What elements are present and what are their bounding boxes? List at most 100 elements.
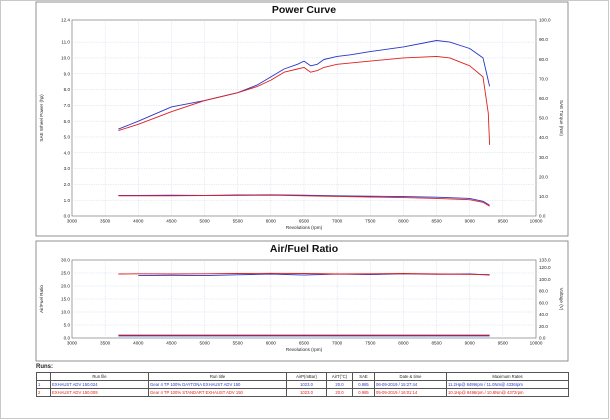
chart-1-y2-tick-label: 0.0 [539,336,546,341]
chart-1-y-tick-label: 0.0 [64,336,71,341]
chart-1-y-tick-label: 15.0 [61,297,70,302]
air-fuel-ratio-chart: Air/Fuel Ratio 3000 3500 4000 4500 5000 5500 60… [35,240,569,362]
runs-header-run-file: Run file [50,372,149,381]
runs-header-run-title: Run title [148,372,287,381]
chart-0-x-tick-label: 7000 [332,219,343,224]
chart-1-y-tick-label: 30.0 [61,258,70,263]
chart-0-x-tick-label: 3500 [100,219,111,224]
chart-0-x-tick-label: 3000 [67,219,78,224]
chart-0-y-tick-label: 11.0 [61,40,70,45]
chart-1-y-tick-label: 25.0 [61,271,70,276]
chart-1-x-tick-label: 10000 [530,341,543,346]
chart-1-y2-tick-label: 60.0 [539,300,548,305]
chart-0-y2-tick-label: 20.0 [539,174,548,179]
chart-0-y-tick-label: 0.0 [64,214,71,219]
runs-header-air-temp: AirT(°C) [326,372,353,381]
runs-header-row: Run file Run title AirP(mBar) AirT(°C) S… [36,372,569,381]
chart-1-title: Air/Fuel Ratio [270,243,338,255]
chart-0-y2-tick-label: 10.0 [539,194,548,199]
chart-1-y2-tick-label: 133.0 [539,258,551,263]
chart-0-y2-tick-label: 50.0 [539,116,548,121]
table-row[interactable]: 1 EXHAUST ADV 150.024 Gear 4 TP 100% DAY… [36,380,569,389]
chart-0-x-tick-label: 6000 [266,219,277,224]
chart-0-x-tick-label: 8000 [398,219,409,224]
runs-table: Run file Run title AirP(mBar) AirT(°C) S… [36,372,569,397]
chart-0-x-tick-label: 9000 [465,219,476,224]
run-air-temp: 20.0 [326,380,353,389]
chart-0-y-tick-label: 4.0 [64,150,71,155]
run-max-rates: 10.1Hp@ 8496rpm / 10.8Nm@ 4372rpm [446,388,569,397]
chart-1-x-tick-label: 5000 [199,341,210,346]
chart-0-y2-axis-label: SAE Torque (Nm) [559,100,564,136]
chart-1-series-1-line [118,272,490,276]
run-air-pressure: 1023.0 [286,388,327,397]
chart-0-y-tick-label: 5.0 [64,135,71,140]
chart-1-y2-tick-label: 100.0 [539,277,551,282]
run-air-pressure: 1023.0 [286,380,327,389]
chart-0-title: Power Curve [272,4,336,16]
chart-0-y2-tick-label: 70.0 [539,76,548,81]
chart-0-y-tick-label: 2.0 [64,182,71,187]
run-index: 2 [36,388,51,397]
chart-0-x-tick-label: 10000 [530,219,543,224]
chart-0-y-axis-label: SAE Wheel Power (hp) [39,94,44,142]
chart-1-x-tick-label: 7000 [332,341,343,346]
chart-1-y-tick-label: 20.0 [61,284,70,289]
chart-1-x-tick-label: 3000 [67,341,78,346]
chart-0-x-tick-label: 4500 [166,219,177,224]
chart-0-x-tick-label: 5000 [199,219,210,224]
runs-header-index [36,372,51,381]
run-sae: 0.985 [352,388,375,397]
chart-1-y-tick-label: 10.0 [61,310,70,315]
chart-0-series-1-line [118,55,491,145]
chart-0-x-tick-label: 8500 [431,219,442,224]
chart-1-y-tick-label: 5.0 [64,323,71,328]
run-title: Gear 4 TP 100% DAYTONA EXHAUST ADV 150 [148,380,287,389]
runs-header-max-rates: Maximum Rates [446,372,569,381]
chart-0-y2-tick-label: 40.0 [539,135,548,140]
chart-1-y2-tick-label: 40.0 [539,312,548,317]
chart-1-y-axis-label: Air/Fuel Ratio [39,285,44,313]
chart-0-x-tick-label: 9500 [498,219,509,224]
run-max-rates: 11.2Hp@ 8499rpm / 11.0Nm@ 4336rpm [446,380,569,389]
chart-0-x-tick-label: 7500 [365,219,376,224]
run-file: EXHAUST ADV 150.009 [50,388,149,397]
chart-0-y2-tick-label: 60.0 [539,96,548,101]
table-row[interactable]: 2 EXHAUST ADV 150.009 Gear 4 TP 100% STA… [36,388,569,397]
chart-0-x-tick-label: 5500 [233,219,244,224]
chart-1-x-tick-label: 4500 [166,341,177,346]
chart-0-y-tick-label: 6.0 [64,119,71,124]
chart-1-x-tick-label: 7500 [365,341,376,346]
chart-1-x-tick-label: 9000 [465,341,476,346]
chart-1-y2-axis-label: Voltage (V) [559,288,564,311]
chart-1-x-tick-label: 8000 [398,341,409,346]
chart-0-y-tick-label: 12.4 [61,18,70,23]
runs-heading: Runs: [36,364,53,370]
run-air-temp: 20.0 [326,388,353,397]
chart-0-y2-tick-label: 30.0 [539,155,548,160]
chart-1-y2-tick-label: 120.0 [539,265,551,270]
chart-0-y-tick-label: 10.0 [61,56,70,61]
chart-0-series-3-line [118,194,490,207]
run-date-time: 06-09-2019 / 15:27:44 [374,380,447,389]
chart-1-y2-tick-label: 80.0 [539,289,548,294]
run-title: Gear 4 TP 100% STANDART EXHAUST ADV 150 [148,388,287,397]
chart-0-y2-tick-label: 100.0 [539,18,551,23]
chart-0-y2-tick-label: 80.0 [539,57,548,62]
chart-0-y-tick-label: 3.0 [64,166,71,171]
chart-0-y-tick-label: 1.0 [64,198,71,203]
chart-0-series-2-line [118,194,490,206]
chart-0-y-tick-label: 8.0 [64,87,71,92]
chart-1-x-axis-label: Revolutions (rpm) [286,347,323,352]
chart-0-y-tick-label: 7.0 [64,103,71,108]
runs-header-date-time: Date & time [374,372,447,381]
chart-0-x-axis-label: Revolutions (rpm) [286,225,323,230]
chart-0-x-tick-label: 6500 [299,219,310,224]
chart-1-x-tick-label: 9500 [498,341,509,346]
run-index: 1 [36,380,51,389]
power-curve-chart: Power Curve 3000 3500 4000 4500 5000 5500 6000 6… [35,1,569,237]
run-file: EXHAUST ADV 150.024 [50,380,149,389]
chart-1-x-tick-label: 4000 [133,341,144,346]
chart-0-y2-tick-label: 0.0 [539,214,546,219]
